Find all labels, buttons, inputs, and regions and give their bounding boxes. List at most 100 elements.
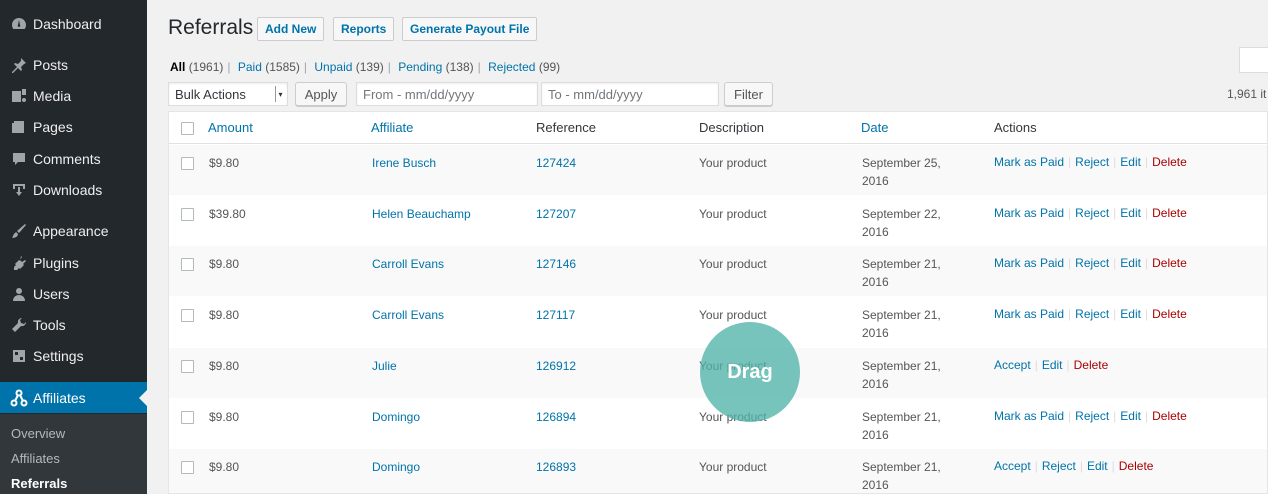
menu-settings[interactable]: Settings — [0, 340, 147, 371]
description-cell: Your product — [699, 460, 767, 475]
separator: | — [1113, 307, 1117, 322]
action-delete-link[interactable]: Delete — [1152, 155, 1187, 169]
menu-downloads[interactable]: Downloads — [0, 174, 147, 205]
affiliate-link[interactable]: Domingo — [372, 409, 421, 424]
menu-media[interactable]: Media — [0, 80, 147, 111]
action-accept-link[interactable]: Accept — [994, 357, 1031, 372]
generate-payout-file-button[interactable]: Generate Payout File — [402, 17, 538, 41]
action-reject-link[interactable]: Reject — [1075, 155, 1110, 169]
action-mark-as-paid-link[interactable]: Mark as Paid — [994, 155, 1065, 169]
action-delete-link[interactable]: Delete — [1152, 205, 1187, 220]
view-unpaid[interactable]: Unpaid — [314, 60, 353, 74]
row-checkbox[interactable] — [181, 309, 194, 323]
row-checkbox[interactable] — [181, 157, 194, 170]
column-actions: Actions — [994, 120, 1037, 135]
amount-cell: $9.80 — [209, 460, 240, 475]
view-all[interactable]: All — [170, 60, 186, 74]
submenu-referrals[interactable]: Referrals — [11, 476, 68, 491]
menu-posts[interactable]: Posts — [0, 49, 147, 80]
action-mark-as-paid-link[interactable]: Mark as Paid — [994, 307, 1065, 322]
action-edit-link[interactable]: Edit — [1120, 307, 1141, 322]
separator: | — [1068, 205, 1072, 220]
affiliate-link[interactable]: Irene Busch — [372, 156, 437, 170]
action-reject-link[interactable]: Reject — [1075, 307, 1110, 322]
reference-link[interactable]: 127117 — [536, 308, 576, 323]
action-reject-link[interactable]: Reject — [1075, 205, 1110, 220]
reference-link[interactable]: 126912 — [536, 358, 577, 373]
reference-link[interactable]: 127424 — [536, 156, 577, 170]
row-checkbox[interactable] — [181, 461, 194, 475]
reports-button[interactable]: Reports — [333, 17, 395, 41]
menu-comments[interactable]: Comments — [0, 143, 147, 174]
action-edit-link[interactable]: Edit — [1041, 357, 1063, 372]
view-rejected[interactable]: Rejected — [488, 60, 536, 74]
reference-link[interactable]: 127146 — [536, 257, 577, 272]
comments-icon — [9, 149, 29, 169]
action-delete-link[interactable]: Delete — [1118, 459, 1154, 474]
menu-dashboard[interactable]: Dashboard — [0, 8, 147, 39]
select-all-checkbox[interactable] — [181, 122, 194, 135]
column-amount[interactable]: Amount — [208, 120, 253, 135]
action-reject-link[interactable]: Reject — [1075, 256, 1110, 271]
submenu-affiliates[interactable]: Affiliates — [11, 451, 60, 466]
menu-tools[interactable]: Tools — [0, 309, 147, 340]
action-delete-link[interactable]: Delete — [1152, 256, 1187, 271]
separator: | — [1068, 307, 1072, 322]
row-checkbox[interactable] — [181, 359, 194, 373]
row-checkbox[interactable] — [181, 258, 194, 272]
apply-button[interactable]: Apply — [295, 82, 347, 106]
search-input[interactable] — [1239, 47, 1268, 73]
action-reject-link[interactable]: Reject — [1041, 459, 1076, 474]
action-mark-as-paid-link[interactable]: Mark as Paid — [994, 408, 1065, 423]
view-pending[interactable]: Pending — [398, 60, 443, 74]
filter-button[interactable]: Filter — [724, 82, 773, 106]
column-date[interactable]: Date — [861, 120, 889, 135]
separator: | — [477, 60, 481, 74]
column-affiliate[interactable]: Affiliate — [371, 120, 414, 135]
menu-pages[interactable]: Pages — [0, 111, 147, 142]
reference-link[interactable]: 127207 — [536, 206, 577, 221]
amount-cell: $39.80 — [209, 206, 246, 221]
column-description: Description — [699, 120, 765, 135]
action-mark-as-paid-link[interactable]: Mark as Paid — [994, 256, 1065, 271]
action-reject-link[interactable]: Reject — [1075, 408, 1110, 423]
menu-affiliates[interactable]: Affiliates — [0, 382, 147, 413]
reference-link[interactable]: 126893 — [536, 460, 577, 475]
action-accept-link[interactable]: Accept — [994, 459, 1031, 474]
chevron-down-icon: ▾ — [275, 86, 285, 102]
affiliate-link[interactable]: Carroll Evans — [372, 308, 445, 323]
action-edit-link[interactable]: Edit — [1120, 155, 1141, 169]
to-date-input[interactable]: To - mm/dd/yyyy — [541, 82, 719, 106]
action-edit-link[interactable]: Edit — [1120, 408, 1141, 423]
action-delete-link[interactable]: Delete — [1073, 357, 1109, 372]
affiliate-link[interactable]: Carroll Evans — [372, 257, 445, 272]
bulk-actions-select[interactable]: Bulk Actions ▾ — [168, 82, 288, 106]
action-mark-as-paid-link[interactable]: Mark as Paid — [994, 205, 1065, 220]
menu-appearance[interactable]: Appearance — [0, 215, 147, 246]
from-date-input[interactable]: From - mm/dd/yyyy — [356, 82, 538, 106]
separator: | — [1068, 155, 1072, 169]
menu-users[interactable]: Users — [0, 278, 147, 309]
action-edit-link[interactable]: Edit — [1120, 205, 1141, 220]
reference-link[interactable]: 126894 — [536, 409, 577, 424]
affiliate-link[interactable]: Domingo — [372, 460, 421, 475]
action-delete-link[interactable]: Delete — [1152, 307, 1187, 322]
menu-plugins[interactable]: Plugins — [0, 247, 147, 278]
view-count: (139) — [355, 60, 384, 74]
view-paid[interactable]: Paid — [237, 60, 262, 74]
affiliate-link[interactable]: Julie — [372, 358, 397, 373]
row-checkbox[interactable] — [181, 207, 194, 221]
action-edit-link[interactable]: Edit — [1120, 256, 1141, 271]
add-new-button[interactable]: Add New — [257, 17, 325, 41]
action-delete-link[interactable]: Delete — [1152, 408, 1187, 423]
action-edit-link[interactable]: Edit — [1086, 459, 1108, 474]
date-year: 2016 — [862, 275, 889, 290]
date-cell: September 21, 2016 — [862, 357, 941, 393]
row-checkbox[interactable] — [181, 410, 194, 424]
affiliate-link[interactable]: Helen Beauchamp — [372, 206, 471, 221]
menu-label: Plugins — [33, 254, 79, 271]
row-actions: Accept | Reject | Edit | Delete — [994, 459, 1153, 473]
view-count: (99) — [538, 60, 561, 74]
separator: | — [1111, 459, 1115, 474]
submenu-overview[interactable]: Overview — [11, 426, 66, 441]
